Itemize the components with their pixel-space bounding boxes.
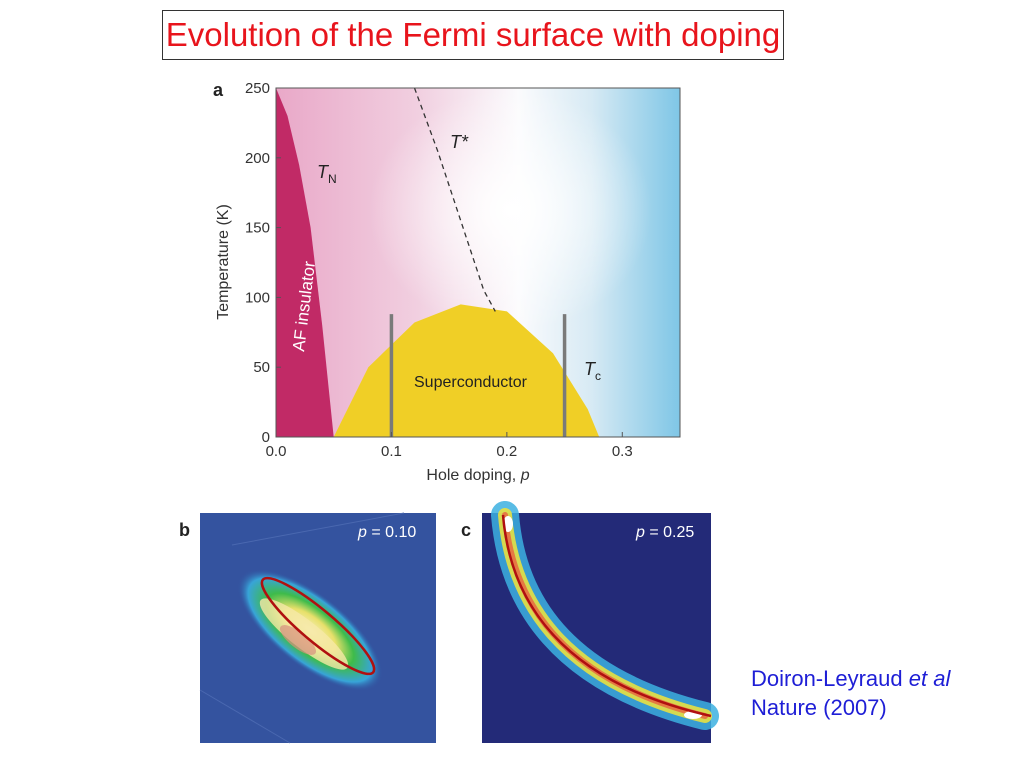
y-axis-label: Temperature (K) [215,204,232,320]
citation: Doiron-Leyraud et al Nature (2007) [751,664,950,722]
x-tick-label: 0.3 [612,443,633,460]
tc-label: Tc [584,359,601,383]
panel-a-label: a [213,80,224,100]
panel-c-label: c [461,520,471,540]
x-axis-label: Hole doping, p [426,467,529,484]
superconductor-label: Superconductor [414,374,528,391]
x-tick-label: 0.0 [266,443,287,460]
fermi-pocket-ellipse [260,576,376,676]
fermi-map-c [482,501,719,743]
x-tick-label: 0.1 [381,443,402,460]
plot-frame [275,87,681,438]
y-tick-label: 250 [245,80,270,97]
slide-title-box: Evolution of the Fermi surface with dopi… [162,10,784,60]
tn-label-sub: N [328,172,337,186]
citation-journal: Nature (2007) [751,695,887,720]
x-tick-label: 0.2 [496,443,517,460]
tn-label: TN [317,162,337,186]
y-tick-label: 50 [253,359,270,376]
citation-author: Doiron-Leyraud [751,666,909,691]
fermi-arc-line [501,514,712,718]
y-tick-label: 150 [245,220,270,237]
fermi-map-b [199,512,436,744]
slide-title: Evolution of the Fermi surface with dopi… [165,16,781,53]
y-tick-label: 100 [245,289,270,306]
af-insulator-region [276,88,334,437]
citation-etal: et al [908,666,951,691]
tstar-label: T* [450,132,469,152]
tc-label-sub: c [595,369,601,383]
panel-b-label: b [179,520,190,540]
panel-c-doping: p = 0.25 [635,524,694,541]
panel-b-doping: p = 0.10 [357,524,416,541]
y-tick-label: 200 [245,150,270,167]
y-tick-label: 0 [262,429,270,446]
superconductor-dome [333,304,600,437]
